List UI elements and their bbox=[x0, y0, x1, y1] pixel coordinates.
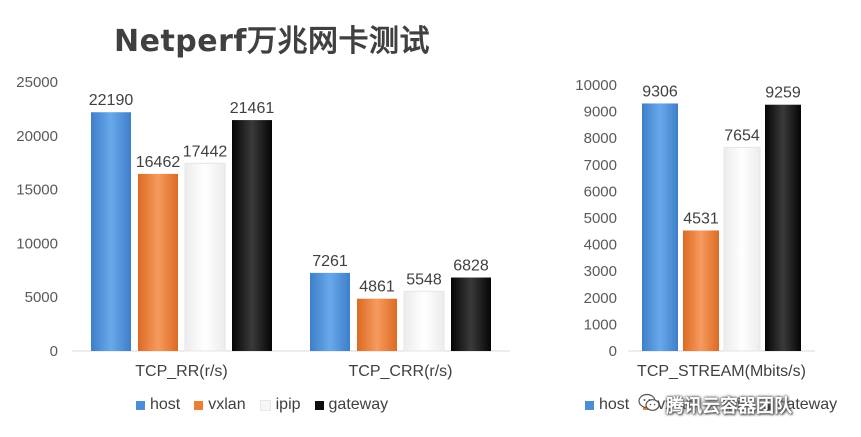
legend-swatch-host bbox=[585, 400, 594, 410]
bar-gateway bbox=[765, 104, 801, 351]
bar-host bbox=[91, 112, 131, 352]
wechat-icon bbox=[638, 393, 660, 418]
legend-item-ipip: ipip bbox=[259, 396, 301, 414]
data-label: 9259 bbox=[765, 85, 801, 102]
bar-ipip bbox=[403, 290, 445, 352]
x-category-label: TCP_CRR(r/s) bbox=[349, 363, 453, 380]
legend-swatch-gateway bbox=[314, 400, 324, 410]
y-tick-label: 9000 bbox=[584, 104, 617, 121]
bar-host bbox=[642, 103, 678, 351]
data-label: 5548 bbox=[406, 271, 442, 288]
y-tick-label: 25000 bbox=[16, 74, 58, 91]
bar-host bbox=[310, 272, 350, 351]
data-label: 21461 bbox=[230, 100, 275, 117]
y-tick-label: 2000 bbox=[584, 290, 617, 307]
legend-swatch-gateway bbox=[763, 400, 773, 410]
y-tick-label: 5000 bbox=[584, 210, 617, 227]
legend-left: host vxlan ipip gateway bbox=[136, 395, 402, 415]
y-tick-label: 3000 bbox=[584, 263, 617, 280]
legend-label: gateway bbox=[328, 396, 389, 413]
bar-ipip bbox=[723, 146, 761, 352]
data-label: 4861 bbox=[359, 279, 395, 296]
data-label: 17442 bbox=[183, 143, 228, 160]
bar-gateway bbox=[232, 120, 272, 351]
y-tick-label: 0 bbox=[609, 343, 617, 360]
legend-label: vxlan bbox=[657, 396, 695, 413]
watermark: 腾讯云容器团队 bbox=[638, 392, 792, 418]
legend-item-gateway: gateway bbox=[763, 396, 838, 414]
legend-label: ipip bbox=[275, 396, 301, 413]
data-label: 7654 bbox=[724, 127, 760, 144]
y-tick-label: 8000 bbox=[584, 130, 617, 147]
legend-swatch-ipip bbox=[708, 399, 720, 411]
watermark-text: 腾讯云容器团队 bbox=[666, 396, 792, 417]
bar-gateway bbox=[451, 277, 491, 351]
y-tick-label: 5000 bbox=[25, 289, 58, 306]
y-tick-label: 10000 bbox=[16, 235, 58, 252]
legend-label: gateway bbox=[777, 396, 838, 413]
chart-title: Netperf万兆网卡测试 bbox=[114, 24, 430, 59]
data-label: 22190 bbox=[89, 92, 134, 109]
y-tick-label: 10000 bbox=[575, 77, 617, 94]
x-category-label: TCP_RR(r/s) bbox=[135, 363, 227, 380]
legend-right: host vxlan ipip gateway bbox=[585, 395, 851, 415]
y-tick-label: 1000 bbox=[584, 316, 617, 333]
legend-item-gateway: gateway bbox=[314, 396, 389, 414]
legend-swatch-vxlan bbox=[194, 400, 204, 410]
bar-ipip bbox=[184, 162, 226, 352]
legend-swatch-ipip bbox=[259, 399, 271, 411]
legend-item-ipip: ipip bbox=[708, 396, 750, 414]
legend-item-host: host bbox=[136, 396, 180, 414]
y-tick-label: 0 bbox=[50, 343, 58, 360]
legend-label: ipip bbox=[724, 396, 750, 413]
legend-label: vxlan bbox=[208, 396, 246, 413]
data-label: 9306 bbox=[642, 83, 678, 100]
y-tick-label: 7000 bbox=[584, 157, 617, 174]
y-tick-label: 20000 bbox=[16, 128, 58, 145]
bar-vxlan bbox=[138, 173, 178, 351]
data-label: 16462 bbox=[136, 154, 181, 171]
bar-vxlan bbox=[683, 230, 719, 351]
legend-label: host bbox=[150, 396, 181, 413]
legend-item-host: host bbox=[585, 396, 629, 414]
y-tick-label: 15000 bbox=[16, 182, 58, 199]
data-label: 4531 bbox=[683, 210, 719, 227]
bar-vxlan bbox=[357, 298, 397, 351]
y-tick-label: 6000 bbox=[584, 183, 617, 200]
x-category-label: TCP_STREAM(Mbits/s) bbox=[637, 363, 806, 380]
legend-item-vxlan: vxlan bbox=[194, 396, 246, 414]
data-label: 6828 bbox=[453, 258, 489, 275]
legend-label: host bbox=[599, 396, 630, 413]
y-tick-label: 4000 bbox=[584, 237, 617, 254]
legend-swatch-host bbox=[136, 400, 145, 410]
data-label: 7261 bbox=[312, 253, 348, 270]
